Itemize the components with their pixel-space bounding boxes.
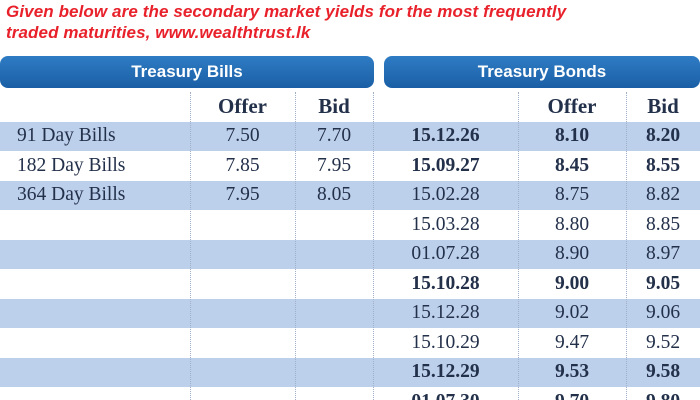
yields-grid: Offer Bid Offer Bid 91 Day Bills 7.50 7.70…	[0, 92, 700, 400]
bond-bid: 9.06	[626, 298, 700, 328]
bill-offer	[190, 298, 295, 328]
bond-bid: 9.52	[645, 331, 681, 353]
table-row: 91 Day Bills 7.50 7.70 15.12.26 8.10 8.20	[0, 121, 700, 151]
column-header-row: Offer Bid Offer Bid	[0, 92, 700, 122]
bond-maturity: 15.12.26	[373, 121, 518, 151]
bond-bid: 8.85	[645, 213, 681, 235]
table-row: 15.12.28 9.02 9.06	[0, 298, 700, 328]
header-blank	[0, 92, 190, 122]
table-row: 364 Day Bills 7.95 8.05 15.02.28 8.75 8.82	[0, 180, 700, 210]
bond-offer: 9.70	[518, 387, 626, 400]
bond-offer: 8.10	[518, 121, 626, 151]
bond-bid: 8.82	[626, 180, 700, 210]
bond-bid: 8.55	[645, 154, 681, 176]
bill-bid	[295, 269, 373, 299]
bond-maturity: 15.03.28	[411, 213, 480, 235]
bill-name	[0, 328, 190, 358]
bond-offer: 9.02	[518, 298, 626, 328]
caption-line-1: Given below are the secondary market yie…	[6, 2, 567, 21]
bill-offer: 7.50	[190, 121, 295, 151]
bond-maturity: 15.09.27	[411, 154, 480, 176]
bond-bid: 8.97	[626, 239, 700, 269]
bill-bid: 7.70	[295, 121, 373, 151]
bond-bid: 8.20	[626, 121, 700, 151]
bill-bid: 7.95	[316, 154, 352, 176]
bill-offer: 7.95	[190, 180, 295, 210]
bond-maturity: 15.12.28	[373, 298, 518, 328]
bill-name	[0, 269, 190, 299]
bond-bid: 9.80	[626, 387, 700, 400]
bill-name: 91 Day Bills	[0, 121, 190, 151]
yields-table: Offer Bid Offer Bid 91 Day Bills 7.50 7.70…	[0, 92, 700, 400]
treasury-bills-header: Treasury Bills	[0, 56, 374, 88]
bill-name: 182 Day Bills	[17, 154, 126, 176]
bill-name	[0, 387, 190, 400]
article-caption: Given below are the secondary market yie…	[6, 1, 696, 43]
bonds-bid-header: Bid	[647, 94, 679, 119]
table-row: 01.07.309.709.80	[0, 387, 700, 400]
bill-bid: 8.05	[295, 180, 373, 210]
table-row: 15.10.29 9.47 9.52	[0, 328, 700, 358]
bill-name	[0, 357, 190, 387]
bond-maturity: 15.10.29	[411, 331, 480, 353]
bond-maturity: 15.10.28	[411, 272, 480, 294]
bond-offer: 9.53	[518, 357, 626, 387]
bond-offer: 8.45	[554, 154, 590, 176]
bill-name	[0, 239, 190, 269]
bill-bid	[295, 298, 373, 328]
bill-offer	[190, 239, 295, 269]
bill-name	[0, 298, 190, 328]
bills-bid-header: Bid	[318, 94, 350, 119]
table-row: 182 Day Bills 7.85 7.95 15.09.27 8.45 8.55	[0, 151, 700, 181]
bill-offer: 7.85	[225, 154, 260, 176]
bills-offer-header: Offer	[218, 94, 267, 119]
bill-offer	[190, 269, 295, 299]
bond-offer: 8.90	[518, 239, 626, 269]
bond-offer: 9.00	[554, 272, 590, 294]
bond-maturity: 01.07.28	[373, 239, 518, 269]
caption-line-2: traded maturities, www.wealthtrust.lk	[6, 23, 311, 42]
bill-offer	[190, 328, 295, 358]
bond-maturity: 15.02.28	[373, 180, 518, 210]
bill-offer	[190, 357, 295, 387]
table-row: 15.03.28 8.80 8.85	[0, 210, 700, 240]
bill-bid	[295, 239, 373, 269]
bonds-offer-header: Offer	[547, 94, 597, 119]
treasury-bonds-header: Treasury Bonds	[384, 56, 700, 88]
bill-offer	[190, 387, 295, 400]
bill-name	[0, 210, 190, 240]
bond-offer: 8.75	[518, 180, 626, 210]
bond-bid: 9.05	[645, 272, 681, 294]
bond-maturity: 01.07.30	[373, 387, 518, 400]
header-blank	[373, 92, 518, 122]
bond-offer: 9.47	[554, 331, 590, 353]
bill-bid	[295, 357, 373, 387]
table-row: 15.12.29 9.53 9.58	[0, 357, 700, 387]
bond-maturity: 15.12.29	[373, 357, 518, 387]
bill-bid	[295, 328, 373, 358]
bond-offer: 8.80	[554, 213, 590, 235]
table-row: 15.10.28 9.00 9.05	[0, 269, 700, 299]
bond-bid: 9.58	[626, 357, 700, 387]
bill-offer	[190, 210, 295, 240]
bill-name: 364 Day Bills	[0, 180, 190, 210]
bill-bid	[295, 210, 373, 240]
table-row: 01.07.28 8.90 8.97	[0, 239, 700, 269]
bill-bid	[295, 387, 373, 400]
